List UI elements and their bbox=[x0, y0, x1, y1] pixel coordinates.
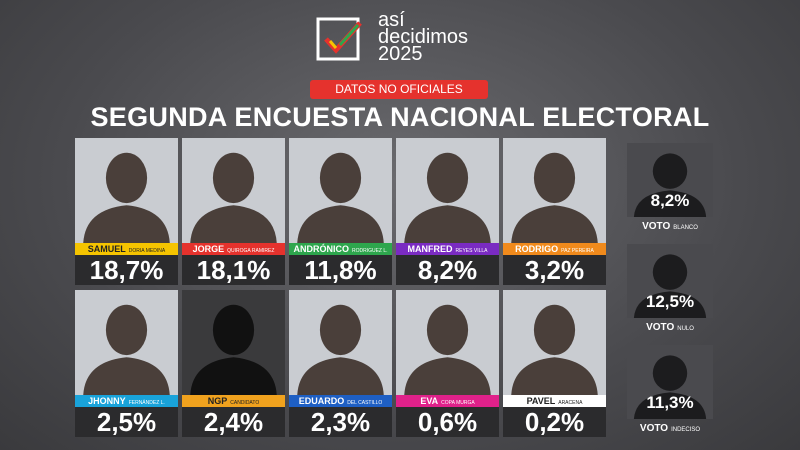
first-name: RODRIGO bbox=[515, 244, 559, 254]
name-bar: JORGE QUIROGA RAMIREZ bbox=[182, 243, 285, 255]
other-label: VOTO BLANCO bbox=[627, 221, 713, 232]
percent: 2,5% bbox=[75, 407, 178, 437]
percent: 2,3% bbox=[289, 407, 392, 437]
candidate-photo bbox=[289, 138, 392, 243]
first-name: MANFRED bbox=[407, 244, 453, 254]
candidate-photo bbox=[396, 138, 499, 243]
other-label: VOTO NULO bbox=[627, 322, 713, 333]
last-name: FERNÁNDEZ L. bbox=[128, 400, 165, 406]
last-name: CANDIDATO bbox=[230, 400, 260, 406]
percent: 3,2% bbox=[503, 255, 606, 285]
label: VOTO bbox=[639, 423, 669, 434]
last-name: ARACENA bbox=[558, 400, 583, 406]
first-name: NGP bbox=[207, 396, 228, 406]
percent: 0,2% bbox=[503, 407, 606, 437]
candidate-photo bbox=[503, 290, 606, 395]
name-bar: MANFRED REYES VILLA bbox=[396, 243, 499, 255]
candidate-photo bbox=[182, 138, 285, 243]
percent: 2,4% bbox=[182, 407, 285, 437]
name-bar: PAVEL ARACENA bbox=[503, 395, 606, 407]
logo-line: 2025 bbox=[378, 43, 423, 65]
last-name: PAZ PEREIRA bbox=[561, 248, 594, 254]
name-bar: ANDRÓNICO RODRIGUEZ L. bbox=[289, 243, 392, 255]
last-name: RODRIGUEZ L. bbox=[351, 248, 388, 254]
candidate-photo bbox=[75, 138, 178, 243]
first-name: EVA bbox=[420, 396, 439, 406]
title: SEGUNDA ENCUESTA NACIONAL ELECTORAL bbox=[90, 102, 710, 132]
sublabel: NULO bbox=[677, 326, 694, 332]
candidate-photo bbox=[75, 290, 178, 395]
logo-text: así decidimos 2025 bbox=[378, 9, 469, 65]
name-bar: NGP CANDIDATO bbox=[182, 395, 285, 407]
name-bar: SAMUEL DORIA MEDINA bbox=[75, 243, 178, 255]
name-bar: JHONNY FERNÁNDEZ L. bbox=[75, 395, 178, 407]
sublabel: BLANCO bbox=[673, 225, 698, 231]
sublabel: INDECISO bbox=[671, 427, 701, 433]
label: VOTO bbox=[642, 221, 671, 232]
silhouette bbox=[627, 143, 713, 217]
other-percent: 11,3% bbox=[646, 393, 694, 412]
percent: 11,8% bbox=[289, 255, 392, 285]
other-percent: 12,5% bbox=[645, 292, 695, 311]
candidate-photo bbox=[182, 290, 285, 395]
first-name: JHONNY bbox=[88, 396, 126, 406]
logo-line: decidimos bbox=[378, 26, 469, 48]
first-name: EDUARDO bbox=[298, 396, 345, 406]
percent: 8,2% bbox=[396, 255, 499, 285]
first-name: PAVEL bbox=[526, 396, 556, 406]
name-bar: RODRIGO PAZ PEREIRA bbox=[503, 243, 606, 255]
label: VOTO bbox=[646, 322, 675, 333]
first-name: JORGE bbox=[192, 244, 225, 254]
last-name: COPA MURGA bbox=[441, 400, 475, 406]
percent: 18,1% bbox=[182, 255, 285, 285]
logo-icon bbox=[316, 17, 362, 61]
candidate-photo bbox=[396, 290, 499, 395]
last-name: QUIROGA RAMIREZ bbox=[227, 248, 275, 254]
candidate-photo bbox=[503, 138, 606, 243]
name-bar: EDUARDO DEL CASTILLO bbox=[289, 395, 392, 407]
candidate-photo bbox=[289, 290, 392, 395]
silhouette bbox=[627, 244, 713, 318]
first-name: SAMUEL bbox=[87, 244, 126, 254]
badge: DATOS NO OFICIALES bbox=[310, 80, 488, 99]
logo-line: así bbox=[378, 9, 405, 31]
percent: 0,6% bbox=[396, 407, 499, 437]
last-name: REYES VILLA bbox=[455, 248, 488, 254]
silhouette bbox=[627, 345, 713, 419]
percent: 18,7% bbox=[75, 255, 178, 285]
other-label: VOTO INDECISO bbox=[627, 423, 713, 434]
last-name: DEL CASTILLO bbox=[347, 400, 383, 406]
name-bar: EVA COPA MURGA bbox=[396, 395, 499, 407]
last-name: DORIA MEDINA bbox=[128, 248, 166, 254]
first-name: ANDRÓNICO bbox=[293, 244, 349, 254]
other-percent: 8,2% bbox=[650, 191, 690, 210]
